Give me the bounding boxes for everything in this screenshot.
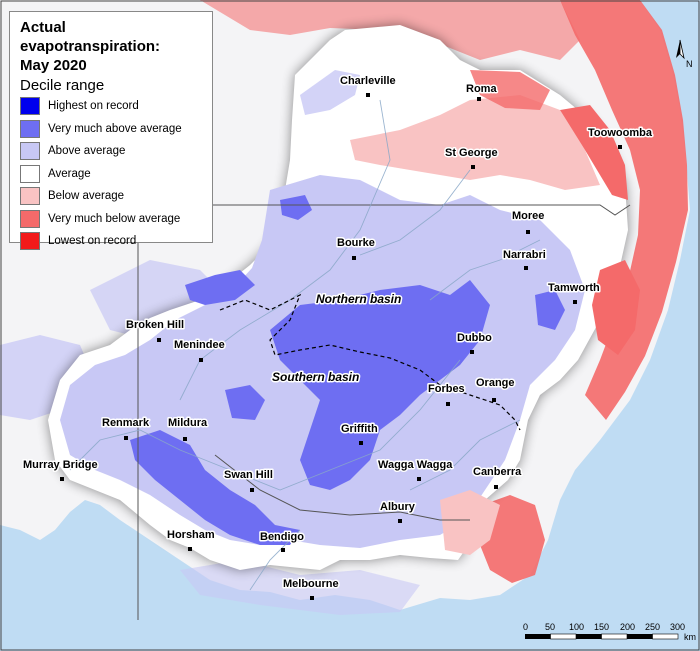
very-much-above-area-2 <box>130 430 300 545</box>
town-melbourne: Melbourne <box>283 578 339 590</box>
town-bendigo: Bendigo <box>260 531 304 543</box>
legend-item: Average <box>20 163 202 186</box>
town-swan-hill: Swan Hill <box>224 469 273 481</box>
tamworth-red <box>592 260 640 355</box>
legend-label: Above average <box>48 145 126 158</box>
legend-label: Lowest on record <box>48 235 137 248</box>
town-moree: Moree <box>512 210 544 222</box>
town-broken-hill: Broken Hill <box>126 319 184 331</box>
town-bourke: Bourke <box>337 237 375 249</box>
legend-swatch <box>20 187 40 206</box>
east-coast-low <box>560 0 688 420</box>
northern-basin-label: Northern basin <box>316 292 401 306</box>
scale-bar: 0 50 100 150 200 250 300 km <box>523 622 696 642</box>
scale-tick-0: 0 <box>523 622 528 632</box>
legend-title: Actual evapotranspiration: <box>20 19 161 55</box>
legend-label: Below average <box>48 190 125 203</box>
town-horsham: Horsham <box>167 529 215 541</box>
very-much-above-area-7 <box>320 410 360 452</box>
north-arrow: N <box>676 39 693 69</box>
town-griffith: Griffith <box>341 423 378 435</box>
town-wagga-wagga: Wagga Wagga <box>378 459 453 471</box>
legend-swatch <box>20 164 40 183</box>
town-mildura: Mildura <box>168 417 208 429</box>
scale-tick-3: 150 <box>594 622 609 632</box>
legend-item: Above average <box>20 140 202 163</box>
very-much-above-area-4 <box>535 290 565 330</box>
town-narrabri: Narrabri <box>503 249 546 261</box>
scale-tick-2: 100 <box>569 622 584 632</box>
legend-label: Highest on record <box>48 100 139 113</box>
town-forbes: Forbes <box>428 383 465 395</box>
town-orange: Orange <box>476 377 515 389</box>
towns: Charleville Roma Toowoomba St George Mor… <box>22 74 654 600</box>
town-canberra: Canberra <box>473 466 522 478</box>
scale-tick-5: 250 <box>645 622 660 632</box>
legend-label: Very much below average <box>48 212 181 225</box>
se-pink <box>440 490 500 555</box>
roma-red <box>470 70 550 110</box>
legend-label: Average <box>48 167 91 180</box>
legend-swatch <box>20 119 40 138</box>
very-much-above-area-5 <box>225 385 265 420</box>
legend-item: Highest on record <box>20 95 202 118</box>
scale-tick-4: 200 <box>620 622 635 632</box>
vic-lavender <box>180 560 420 615</box>
legend-swatch <box>20 209 40 228</box>
scale-unit: km <box>684 632 696 642</box>
north-label: N <box>686 59 693 69</box>
north-lavender <box>300 70 360 115</box>
town-st-george: St George <box>445 147 498 159</box>
rivers <box>69 99 541 591</box>
legend-swatch <box>20 232 40 251</box>
legend-item: Lowest on record <box>20 230 202 253</box>
southern-basin-label: Southern basin <box>272 370 359 384</box>
town-charleville: Charleville <box>340 75 396 87</box>
town-murray-bridge: Murray Bridge <box>23 459 98 471</box>
town-renmark: Renmark <box>102 417 150 429</box>
state-borders <box>137 204 631 620</box>
town-roma: Roma <box>466 83 497 95</box>
very-much-above-area-6 <box>280 195 312 220</box>
basin-north-pink <box>350 95 600 190</box>
town-toowoomba: Toowoomba <box>588 127 653 139</box>
town-dubbo: Dubbo <box>457 332 492 344</box>
very-much-above-area-3 <box>185 270 255 305</box>
legend-heading: Decile range <box>20 77 105 94</box>
legend-item: Very much below average <box>20 208 202 231</box>
legend-item: Very much above average <box>20 118 202 141</box>
legend-swatch <box>20 142 40 161</box>
basin-ne-red <box>560 105 628 200</box>
legend-label: Very much above average <box>48 122 182 135</box>
legend-item: Below average <box>20 185 202 208</box>
legend-subtitle: May 2020 <box>20 57 87 74</box>
town-tamworth: Tamworth <box>548 282 600 294</box>
town-menindee: Menindee <box>174 339 225 351</box>
legend: Actual evapotranspiration: May 2020 Deci… <box>9 11 213 251</box>
legend-swatch <box>20 97 40 116</box>
scale-tick-1: 50 <box>545 622 555 632</box>
town-albury: Albury <box>380 501 416 513</box>
scale-tick-6: 300 <box>670 622 685 632</box>
